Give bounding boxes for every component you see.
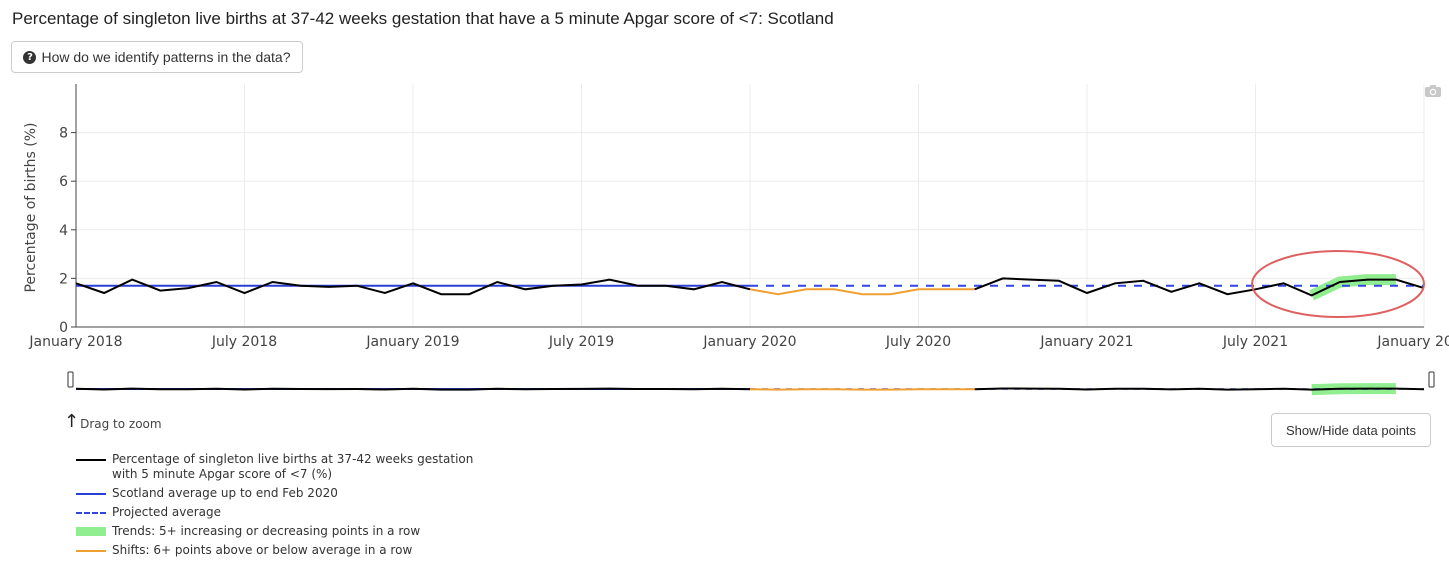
question-circle-icon: ?	[23, 50, 37, 64]
y-tick-label-3: 6	[59, 174, 68, 190]
data-point-32	[973, 287, 977, 291]
legend-swatch-shift	[76, 543, 106, 558]
drag-to-zoom-hint: ↑ Drag to zoom	[64, 411, 162, 432]
data-point-34	[1029, 278, 1033, 282]
legend-label-measure: Percentage of singleton live births at 3…	[112, 452, 474, 481]
range-measure-line-pre	[75, 387, 751, 391]
data-point-7	[271, 280, 275, 284]
drag-to-zoom-label: Drag to zoom	[80, 417, 162, 431]
data-point-36	[1085, 291, 1089, 295]
measure-line-post	[974, 277, 1425, 297]
legend-item-trend[interactable]: Trends: 5+ increasing or decreasing poin…	[76, 524, 473, 539]
data-point-33	[1001, 276, 1005, 280]
data-point-19	[608, 278, 612, 282]
camera-icon[interactable]	[1424, 84, 1442, 98]
data-point-8	[299, 284, 303, 288]
data-point-30	[917, 287, 921, 291]
trend-highlight	[1309, 274, 1396, 301]
help-button[interactable]: ? How do we identify patterns in the dat…	[11, 41, 303, 73]
data-point-11	[383, 291, 387, 295]
legend-swatch-measure	[76, 452, 106, 467]
data-point-17	[551, 284, 555, 288]
legend: Percentage of singleton live births at 3…	[76, 452, 473, 562]
x-tick-label-8: January 2022	[1376, 334, 1449, 350]
data-point-22	[692, 287, 696, 291]
legend-item-average[interactable]: Scotland average up to end Feb 2020	[76, 486, 473, 501]
y-tick-label-1: 2	[59, 271, 68, 287]
chart[interactable]: 0 2 4 6 8 January 2018 July 2018 January 2019 Ju…	[0, 0, 1449, 410]
data-point-23	[720, 280, 724, 284]
data-point-10	[355, 284, 359, 288]
range-measure-line-post	[974, 387, 1425, 391]
data-point-46	[1366, 278, 1370, 282]
y-tick-label-4: 8	[59, 126, 68, 142]
data-point-3	[158, 289, 162, 293]
data-point-45	[1338, 280, 1342, 284]
x-tick-label-7: July 2021	[1222, 334, 1288, 350]
data-point-29	[888, 292, 892, 296]
x-tick-label-5: July 2020	[885, 334, 951, 350]
data-point-37	[1113, 281, 1117, 285]
measure-line-pre	[75, 278, 751, 296]
data-point-41	[1225, 292, 1229, 296]
data-point-38	[1141, 279, 1145, 283]
help-button-label: How do we identify patterns in the data?	[41, 49, 291, 65]
x-tick-label-0: January 2018	[28, 334, 122, 350]
legend-swatch-average	[76, 486, 106, 501]
shift-line	[749, 288, 975, 296]
annotation-ellipse	[1251, 250, 1425, 318]
legend-label-trend: Trends: 5+ increasing or decreasing poin…	[112, 524, 421, 538]
y-axis-title: Percentage of births (%)	[23, 122, 39, 292]
x-tick-label-3: July 2019	[548, 334, 614, 350]
legend-item-shift[interactable]: Shifts: 6+ points above or below average…	[76, 543, 473, 558]
up-arrow-icon: ↑	[64, 411, 80, 432]
y-tick-label-2: 4	[59, 223, 68, 239]
legend-label-shift: Shifts: 6+ points above or below average…	[112, 543, 413, 557]
legend-label-average: Scotland average up to end Feb 2020	[112, 486, 338, 500]
data-point-25	[776, 292, 780, 296]
data-point-20	[636, 284, 640, 288]
x-tick-label-1: July 2018	[211, 334, 277, 350]
show-hide-data-points-button[interactable]: Show/Hide data points	[1271, 413, 1431, 447]
data-point-43	[1282, 281, 1286, 285]
data-point-4	[186, 286, 190, 290]
data-point-40	[1197, 281, 1201, 285]
data-point-14	[467, 292, 471, 296]
range-slider-handle-left[interactable]	[67, 371, 74, 388]
data-point-6	[243, 291, 247, 295]
legend-item-projected[interactable]: Projected average	[76, 505, 473, 520]
data-point-21	[664, 284, 668, 288]
data-point-24	[748, 287, 752, 291]
data-point-44	[1310, 293, 1314, 297]
x-tick-label-2: January 2019	[365, 334, 459, 350]
data-point-28	[860, 292, 864, 296]
data-point-35	[1057, 279, 1061, 283]
data-point-1	[102, 291, 106, 295]
y-tick-label-0: 0	[59, 320, 68, 336]
legend-swatch-projected	[76, 505, 106, 520]
data-point-9	[327, 285, 331, 289]
data-point-16	[523, 287, 527, 291]
data-point-27	[832, 287, 836, 291]
data-point-5	[214, 280, 218, 284]
data-point-39	[1169, 290, 1173, 294]
data-point-2	[130, 278, 134, 282]
range-slider-handle-right[interactable]	[1428, 371, 1435, 388]
x-tick-label-6: January 2021	[1039, 334, 1133, 350]
page-title: Percentage of singleton live births at 3…	[12, 9, 834, 28]
data-point-0	[74, 281, 78, 285]
x-tick-label-4: January 2020	[702, 334, 796, 350]
legend-swatch-trend	[76, 524, 106, 539]
data-point-12	[411, 281, 415, 285]
data-point-47	[1394, 278, 1398, 282]
data-point-15	[495, 280, 499, 284]
data-point-26	[804, 287, 808, 291]
data-point-18	[580, 282, 584, 286]
data-point-13	[439, 292, 443, 296]
legend-item-measure[interactable]: Percentage of singleton live births at 3…	[76, 452, 473, 482]
legend-label-projected: Projected average	[112, 505, 221, 519]
data-point-31	[945, 287, 949, 291]
